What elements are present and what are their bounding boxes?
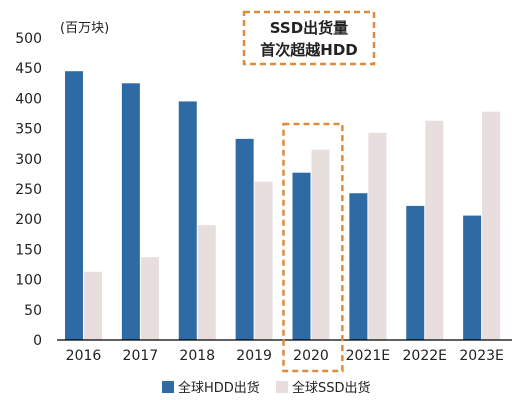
annotation-callout: SSD出货量 首次超越HDD — [242, 10, 376, 66]
bar-ssd — [84, 271, 102, 340]
y-tick-label: 50 — [24, 303, 42, 319]
bar-hdd — [121, 83, 140, 341]
bar-hdd — [235, 138, 254, 340]
x-tick-label: 2018 — [179, 348, 215, 364]
y-axis: 0 50 100 150 200 250 300 350 400 450 500 — [15, 31, 42, 349]
y-tick-label: 500 — [15, 31, 42, 47]
y-tick-label: 450 — [15, 61, 42, 77]
x-axis: 2016 2017 2018 2019 2020 2021E 2022E 2023E — [57, 339, 512, 364]
y-tick-label: 400 — [15, 91, 42, 107]
bar-ssd — [311, 149, 330, 340]
unit-label: (百万块) — [60, 21, 109, 36]
bar-hdd — [178, 101, 197, 340]
bar-ssd — [368, 132, 387, 340]
x-tick-label: 2021E — [346, 348, 390, 364]
bar-hdd — [292, 172, 311, 340]
y-tick-label: 350 — [15, 122, 42, 138]
bars — [65, 71, 501, 341]
bar-hdd — [65, 71, 83, 340]
x-tick-label: 2019 — [236, 348, 272, 364]
bar-ssd — [482, 111, 501, 340]
bar-hdd — [406, 205, 425, 340]
bar-ssd — [140, 257, 159, 340]
callout-line-1: SSD出货量 — [270, 19, 348, 37]
y-tick-label: 250 — [15, 182, 42, 198]
legend-label-hdd: 全球HDD出货 — [178, 380, 260, 396]
callout-line-2: 首次超越HDD — [260, 41, 357, 59]
legend-swatch-hdd — [162, 381, 174, 393]
legend-swatch-ssd — [276, 381, 288, 393]
bar-ssd — [425, 120, 444, 340]
callout-box — [242, 10, 376, 66]
y-tick-label: 150 — [15, 242, 42, 258]
x-tick-label: 2020 — [293, 348, 329, 364]
x-tick-label: 2022E — [403, 348, 447, 364]
highlight-box — [282, 122, 344, 373]
y-tick-label: 200 — [15, 212, 42, 228]
y-tick-label: 300 — [15, 152, 42, 168]
x-tick-label: 2017 — [123, 348, 159, 364]
x-tick-label: 2016 — [66, 348, 102, 364]
bar-hdd — [463, 215, 482, 340]
x-tick-label: 2023E — [459, 348, 503, 364]
legend-label-ssd: 全球SSD出货 — [292, 380, 371, 396]
y-tick-label: 0 — [33, 333, 42, 349]
bar-ssd — [254, 181, 273, 340]
y-tick-label: 100 — [15, 273, 42, 289]
bar-hdd — [349, 193, 368, 340]
bar-ssd — [197, 225, 216, 340]
legend: 全球HDD出货 全球SSD出货 — [162, 380, 371, 396]
